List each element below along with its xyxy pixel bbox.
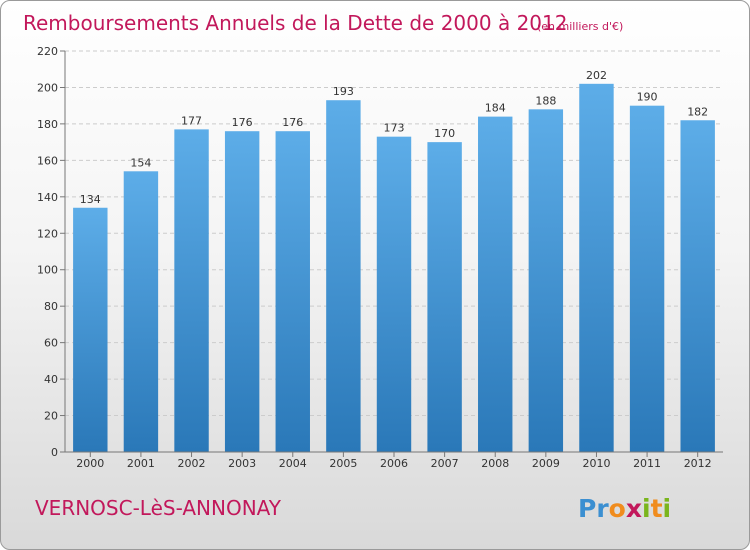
bar <box>73 207 108 452</box>
logo-letter: i <box>642 494 651 523</box>
bar <box>326 100 361 453</box>
value-label: 134 <box>80 193 101 206</box>
x-tick-label: 2011 <box>633 457 661 470</box>
x-tick-label: 2010 <box>582 457 610 470</box>
logo-letter: o <box>609 494 626 523</box>
y-tick-label: 140 <box>37 191 58 204</box>
bar <box>629 105 665 452</box>
proxiti-logo: Proxiti <box>578 494 671 523</box>
bar <box>174 129 209 453</box>
value-label: 170 <box>434 127 455 140</box>
logo-letter: r <box>596 494 609 523</box>
bar <box>680 120 715 452</box>
y-tick-label: 160 <box>37 154 58 167</box>
x-tick-label: 2001 <box>127 457 155 470</box>
chart-unit: (en milliers d'€) <box>537 20 623 33</box>
x-tick-label: 2008 <box>481 457 509 470</box>
y-tick-label: 40 <box>44 373 58 386</box>
value-label: 190 <box>637 91 658 104</box>
bar <box>275 131 310 452</box>
x-tick-label: 2007 <box>431 457 459 470</box>
x-tick-label: 2009 <box>532 457 560 470</box>
bar <box>224 131 260 452</box>
bar <box>427 142 462 453</box>
y-tick-label: 100 <box>37 264 58 277</box>
chart-title: Remboursements Annuels de la Dette de 20… <box>23 11 567 35</box>
commune-name: VERNOSC-LèS-ANNONAY <box>35 496 282 520</box>
x-tick-label: 2004 <box>279 457 307 470</box>
value-label: 177 <box>181 114 202 127</box>
value-label: 176 <box>282 116 303 129</box>
bar <box>478 116 513 453</box>
logo-letter: i <box>663 494 672 523</box>
x-tick-label: 2000 <box>76 457 104 470</box>
x-axis: 2000 2001 2002 2003 2004 2005 2006 2007 2008 2009… <box>76 452 712 470</box>
logo-letter: t <box>651 494 663 523</box>
logo-letter: x <box>626 494 642 523</box>
x-tick-label: 2006 <box>380 457 408 470</box>
bar <box>376 136 412 452</box>
y-tick-label: 20 <box>44 410 58 423</box>
y-tick-label: 120 <box>37 227 58 240</box>
y-tick-label: 180 <box>37 118 58 131</box>
y-axis: 0 20 40 60 80 100 120 140 160 180 200 220 <box>37 45 65 459</box>
logo-letter: P <box>578 494 596 523</box>
value-label: 154 <box>130 156 151 169</box>
y-tick-label: 200 <box>37 81 58 94</box>
value-label: 182 <box>687 105 708 118</box>
x-tick-label: 2003 <box>228 457 256 470</box>
value-label: 176 <box>232 116 253 129</box>
bars <box>73 83 715 453</box>
value-label: 193 <box>333 85 354 98</box>
y-tick-label: 0 <box>51 446 58 459</box>
bar <box>123 171 159 453</box>
x-tick-label: 2005 <box>329 457 357 470</box>
y-tick-label: 220 <box>37 45 58 58</box>
value-label: 202 <box>586 69 607 82</box>
value-labels: 134 154 177 176 176 193 173 170 184 188 202 190 182 <box>80 69 708 206</box>
value-label: 184 <box>485 102 506 115</box>
x-tick-label: 2012 <box>684 457 712 470</box>
y-tick-label: 80 <box>44 300 58 313</box>
x-tick-label: 2002 <box>178 457 206 470</box>
y-tick-label: 60 <box>44 337 58 350</box>
bar <box>579 83 614 453</box>
bar <box>528 109 564 452</box>
value-label: 173 <box>384 122 405 135</box>
value-label: 188 <box>535 94 556 107</box>
